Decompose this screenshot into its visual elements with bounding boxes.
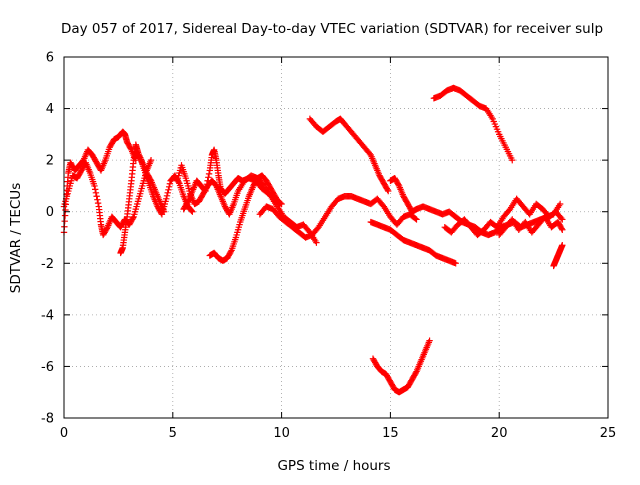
data-point bbox=[91, 186, 99, 193]
data-point bbox=[166, 180, 174, 187]
series-trace-n bbox=[441, 195, 566, 239]
y-tick-label: -4 bbox=[41, 308, 54, 323]
data-point bbox=[157, 209, 165, 217]
data-point bbox=[558, 214, 565, 222]
data-point bbox=[509, 156, 516, 164]
data-point bbox=[163, 192, 171, 200]
data-point bbox=[147, 156, 155, 164]
data-point bbox=[94, 199, 102, 207]
chart-title: Day 057 of 2017, Sidereal Day-to-day VTE… bbox=[61, 21, 603, 37]
y-tick-label: -8 bbox=[41, 412, 54, 427]
data-point bbox=[164, 189, 171, 197]
axis-ticks: 0 5 10 15 20 25 -8 -6 -4 -2 0 2 4 6 bbox=[41, 51, 616, 442]
data-point bbox=[93, 193, 100, 200]
x-tick-label: 0 bbox=[60, 426, 68, 441]
data-point bbox=[61, 212, 69, 219]
data-point bbox=[556, 200, 564, 208]
y-tick-label: 2 bbox=[46, 154, 54, 169]
series-trace-g bbox=[206, 172, 283, 264]
series-trace-j bbox=[367, 218, 459, 267]
data-point bbox=[276, 200, 283, 208]
x-tick-label: 5 bbox=[169, 426, 177, 441]
data-point bbox=[188, 207, 195, 215]
data-marks bbox=[60, 84, 566, 396]
data-point bbox=[395, 181, 402, 188]
series-trace-i bbox=[306, 115, 392, 195]
data-point bbox=[165, 183, 173, 190]
series-trace-h bbox=[256, 193, 420, 241]
data-point bbox=[61, 217, 68, 225]
data-point bbox=[412, 215, 419, 222]
grid bbox=[64, 57, 608, 418]
data-point bbox=[129, 214, 137, 222]
data-point bbox=[136, 153, 143, 160]
data-point bbox=[385, 187, 392, 195]
series-trace-l bbox=[430, 84, 516, 164]
data-point bbox=[559, 242, 566, 249]
y-tick-label: -2 bbox=[41, 257, 54, 272]
series-trace-c bbox=[117, 141, 168, 257]
data-point bbox=[91, 182, 98, 190]
series-trace-m bbox=[369, 337, 433, 396]
data-point bbox=[103, 225, 110, 232]
data-point bbox=[94, 196, 101, 203]
x-tick-label: 20 bbox=[491, 426, 508, 441]
data-point bbox=[175, 178, 182, 186]
x-tick-label: 15 bbox=[382, 426, 399, 441]
plot-frame bbox=[63, 56, 609, 419]
data-point bbox=[452, 260, 459, 267]
data-point bbox=[275, 199, 282, 206]
data-point bbox=[127, 145, 134, 152]
x-tick-label: 10 bbox=[273, 426, 290, 441]
data-point bbox=[92, 189, 100, 197]
data-point bbox=[559, 226, 566, 233]
data-point bbox=[559, 216, 566, 223]
y-tick-label: 0 bbox=[46, 205, 54, 220]
series-trace-p bbox=[550, 242, 566, 270]
data-point bbox=[558, 225, 565, 232]
data-point bbox=[384, 186, 391, 193]
data-point bbox=[165, 186, 172, 193]
x-axis-label: GPS time / hours bbox=[277, 458, 390, 474]
data-point bbox=[205, 174, 212, 181]
data-point bbox=[412, 369, 419, 377]
data-point bbox=[205, 170, 213, 178]
data-point bbox=[227, 248, 235, 255]
data-point bbox=[313, 239, 320, 246]
x-tick-label: 25 bbox=[600, 426, 617, 441]
data-point bbox=[62, 206, 69, 214]
y-tick-label: 6 bbox=[46, 51, 54, 66]
data-point bbox=[426, 337, 433, 344]
series-trace-o bbox=[496, 213, 566, 239]
data-point bbox=[189, 208, 196, 215]
data-point bbox=[184, 199, 191, 206]
y-axis-label: SDTVAR / TECUs bbox=[8, 183, 24, 293]
y-tick-label: -6 bbox=[41, 360, 54, 375]
data-point bbox=[163, 195, 170, 203]
data-point bbox=[413, 216, 420, 223]
y-tick-label: 4 bbox=[46, 102, 54, 117]
